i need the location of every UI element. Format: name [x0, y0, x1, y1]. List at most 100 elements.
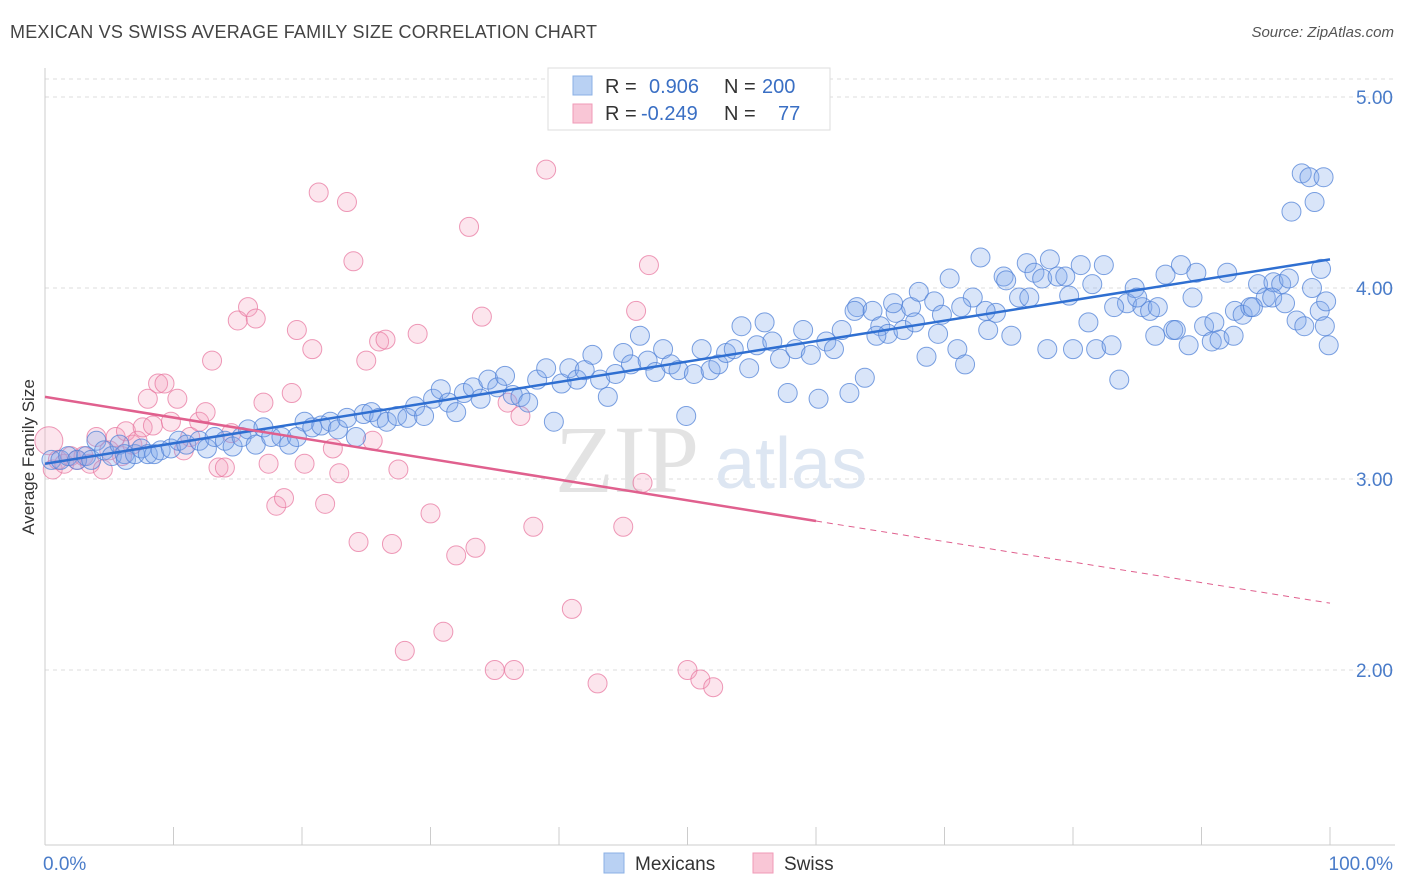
series-swatch-swiss	[752, 852, 774, 874]
mexicans-point	[137, 444, 158, 465]
mexicans-point	[844, 300, 865, 321]
swiss-trend-line	[44, 395, 817, 523]
swiss-point	[132, 417, 153, 438]
mexicans-point	[1063, 339, 1083, 360]
mexicans-point	[1127, 287, 1148, 308]
mexicans-point	[345, 426, 366, 447]
mexicans-point	[518, 392, 539, 413]
mexicans-point	[831, 320, 852, 341]
mexicans-point	[1093, 255, 1114, 276]
mexicans-point	[597, 386, 618, 407]
mexicans-point	[1019, 287, 1040, 308]
swiss-point	[214, 457, 235, 478]
swiss-point	[281, 383, 302, 404]
swiss-point	[274, 488, 295, 509]
watermark-atlas: atlas	[715, 424, 867, 504]
swiss-point	[329, 463, 350, 484]
legend-swatch-mexicans	[572, 75, 593, 96]
mexicans-point	[637, 350, 658, 371]
swiss-point	[626, 300, 647, 321]
mexicans-point	[823, 339, 844, 360]
swiss-point	[195, 402, 216, 423]
legend-r-value-mexicans: 0.906	[649, 76, 699, 98]
swiss-point	[154, 373, 175, 394]
swiss-point	[266, 495, 287, 516]
swiss-point	[465, 537, 486, 558]
mexicans-point	[951, 297, 972, 318]
mexicans-point	[1009, 287, 1030, 308]
mexicans-point	[955, 354, 976, 375]
legend-n-label-mexicans: N =	[724, 76, 756, 98]
series-legend: Mexicans Swiss	[603, 852, 834, 875]
legend-n-label-swiss: N =	[724, 103, 756, 125]
mexicans-point	[1294, 316, 1315, 337]
legend-r-value-swiss: -0.249	[641, 103, 698, 125]
mexicans-point	[793, 320, 814, 341]
mexicans-point	[536, 358, 557, 379]
x-tick-label-max: 100.0%	[1329, 854, 1394, 875]
mexicans-point	[414, 405, 435, 426]
mexicans-point	[629, 325, 650, 346]
swiss-point	[446, 545, 467, 566]
y-tick-label: 4.00	[1356, 279, 1393, 300]
mexicans-point	[847, 297, 868, 318]
y-tick-label: 3.00	[1356, 470, 1393, 491]
mexicans-point	[1001, 325, 1022, 346]
mexicans-point	[1242, 297, 1263, 318]
swiss-point	[336, 192, 357, 213]
mexicans-point	[1037, 339, 1058, 360]
mexicans-point	[708, 354, 729, 375]
mexicans-point	[883, 293, 904, 314]
mexicans-point	[1275, 293, 1296, 314]
mexicans-point	[1304, 192, 1325, 213]
mexicans-point	[668, 360, 689, 381]
y-tick-label: 5.00	[1356, 88, 1393, 109]
mexicans-point	[1165, 320, 1186, 341]
swiss-point	[302, 339, 323, 360]
swiss-point	[343, 251, 364, 272]
mexicans-point	[582, 344, 603, 365]
mexicans-point	[1032, 268, 1053, 289]
legend-box	[547, 67, 831, 131]
mexicans-point	[1263, 272, 1284, 293]
swiss-point	[286, 320, 307, 341]
y-tick-label: 2.00	[1356, 661, 1393, 682]
mexicans-point	[1217, 262, 1238, 283]
swiss-point	[167, 388, 188, 409]
swiss-point	[348, 532, 369, 553]
swiss-point	[253, 392, 274, 413]
x-tick-label-min: 0.0%	[43, 854, 86, 875]
mexicans-point	[993, 266, 1014, 287]
swiss-point	[315, 493, 336, 514]
mexicans-point	[916, 346, 937, 367]
legend-n-value-swiss: 77	[778, 103, 800, 125]
swiss-point	[471, 306, 492, 327]
mexicans-point	[777, 383, 798, 404]
mexicans-point	[613, 342, 634, 363]
mexicans-point	[970, 247, 991, 268]
mexicans-point	[1178, 335, 1199, 356]
mexicans-point	[1281, 201, 1302, 222]
grid	[45, 78, 1395, 671]
watermark-zip: ZIP	[555, 406, 699, 513]
swiss-point	[245, 308, 266, 329]
mexicans-point	[731, 316, 752, 337]
swiss-point	[420, 503, 441, 524]
mexicans-point	[1232, 304, 1253, 325]
mexicans-point	[1278, 268, 1299, 289]
swiss-point	[375, 329, 396, 350]
mexicans-point	[904, 312, 925, 333]
mexicans-point	[808, 388, 829, 409]
mexicans-point	[908, 281, 929, 302]
swiss-point	[394, 640, 415, 661]
mexicans-point	[739, 358, 760, 379]
mexicans-trend-line	[44, 258, 1331, 465]
swiss-point	[137, 388, 158, 409]
tick-labels: 2.00 3.00 4.00 5.00 0.0% 100.0%	[43, 88, 1393, 875]
mexicans-point	[1155, 264, 1176, 285]
mexicans-point	[770, 348, 791, 369]
swiss-point	[407, 323, 428, 344]
mexicans-point	[1182, 287, 1203, 308]
swiss-point	[227, 310, 248, 331]
mexicans-point	[939, 268, 960, 289]
